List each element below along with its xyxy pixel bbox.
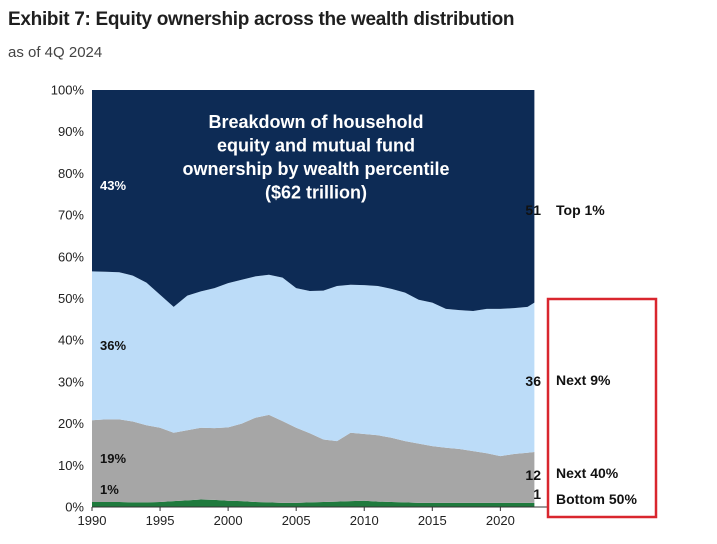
x-tick-label: 2005 <box>282 513 311 528</box>
y-tick-label: 10% <box>58 458 84 473</box>
y-tick-label: 0% <box>65 500 84 515</box>
y-tick-label: 70% <box>58 208 84 223</box>
area-top-1- <box>92 90 535 312</box>
highlight-box <box>546 297 658 519</box>
legend-label-bottom-50-: Bottom 50% <box>556 491 637 507</box>
series-labels: 1% 1 Bottom 50% 19% 12 Next 40% 36% 36 Next 9% 43… <box>100 178 637 507</box>
y-tick-label: 100% <box>51 83 85 98</box>
end-label-next-40-: 12 <box>525 467 541 483</box>
overlay-line: equity and mutual fund <box>217 136 415 156</box>
area-next-9- <box>92 271 535 457</box>
x-tick-label: 1990 <box>78 513 107 528</box>
area-layers <box>92 90 535 507</box>
chart-subtitle: as of 4Q 2024 <box>8 44 103 61</box>
y-tick-label: 60% <box>58 249 84 264</box>
x-tick-label: 1995 <box>146 513 175 528</box>
y-tick-label: 20% <box>58 416 84 431</box>
y-tick-label: 80% <box>58 166 84 181</box>
area-next-40- <box>92 414 535 503</box>
overlay-text: Breakdown of household equity and mutual … <box>182 112 449 203</box>
end-label-top-1-: 51 <box>525 202 541 218</box>
legend-label-top-1-: Top 1% <box>556 202 605 218</box>
axes: 0% 10% 20% 30% 40% 50% 60% 70% 80% 90% 100% 1990 199… <box>51 83 548 528</box>
y-tick-label: 90% <box>58 124 84 139</box>
x-tick-label: 2015 <box>418 513 447 528</box>
overlay-line: Breakdown of household <box>208 112 423 132</box>
y-tick-label: 50% <box>58 291 84 306</box>
overlay-line: ($62 trillion) <box>265 183 367 203</box>
x-tick-label: 2020 <box>486 513 515 528</box>
legend-label-next-9-: Next 9% <box>556 372 611 388</box>
y-tick-label: 40% <box>58 333 84 348</box>
x-tick-label: 2000 <box>214 513 243 528</box>
chart-title: Exhibit 7: Equity ownership across the w… <box>8 9 515 30</box>
legend-label-next-40-: Next 40% <box>556 465 619 481</box>
overlay-line: ownership by wealth percentile <box>182 159 449 179</box>
end-label-next-9-: 36 <box>525 373 541 389</box>
start-label-next-9-: 36% <box>100 338 126 353</box>
start-label-next-40-: 19% <box>100 451 126 466</box>
start-label-top-1-: 43% <box>100 178 126 193</box>
start-label-bottom-50-: 1% <box>100 482 119 497</box>
area-bottom-50- <box>92 499 535 507</box>
end-label-bottom-50-: 1 <box>533 486 541 502</box>
y-tick-label: 30% <box>58 374 84 389</box>
x-tick-label: 2010 <box>350 513 379 528</box>
